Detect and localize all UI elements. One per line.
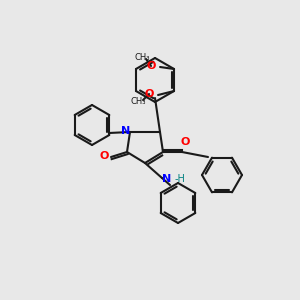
Text: N: N: [162, 174, 172, 184]
Text: -H: -H: [175, 174, 186, 184]
Text: O: O: [146, 61, 156, 71]
Text: CH₃: CH₃: [130, 97, 146, 106]
Text: CH₃: CH₃: [134, 53, 150, 62]
Text: O: O: [180, 137, 190, 147]
Text: N: N: [122, 126, 130, 136]
Text: O: O: [144, 89, 154, 99]
Text: O: O: [99, 151, 109, 161]
